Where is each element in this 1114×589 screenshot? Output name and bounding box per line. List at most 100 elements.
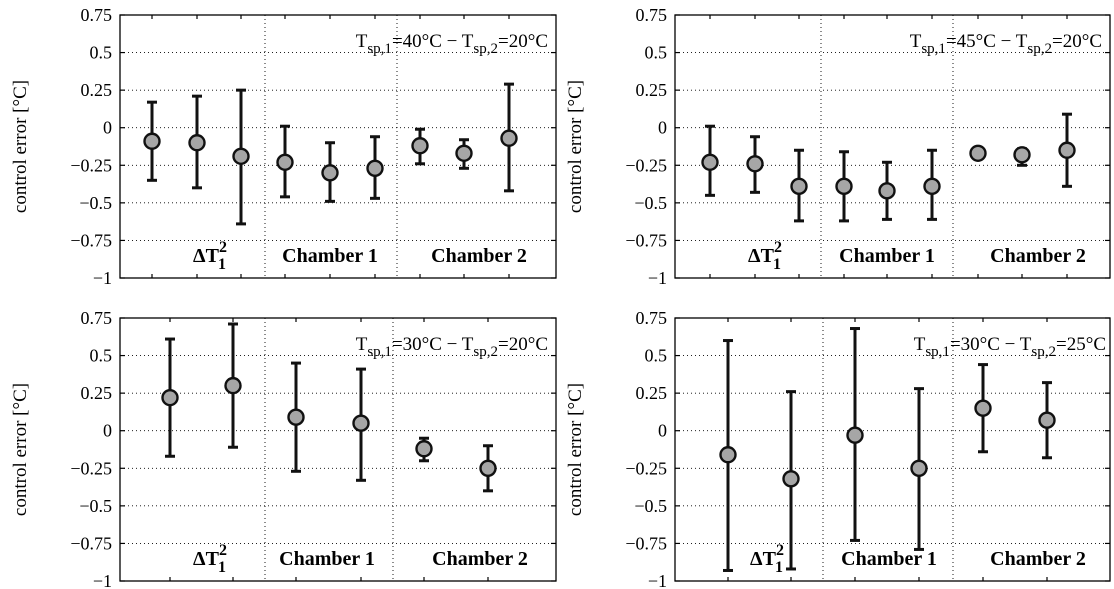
mean-marker [974, 399, 992, 417]
annotation-part: =40°C − T [392, 31, 474, 52]
y-tick-label: 0.25 [81, 383, 113, 403]
y-tick-label: −0.75 [625, 230, 667, 250]
y-tick-label: −0.75 [70, 230, 112, 250]
y-tick-label: 0.75 [636, 308, 668, 328]
annotation-part: =45°C − T [946, 31, 1028, 52]
axes-frame [674, 14, 1111, 279]
mean-marker [479, 459, 497, 477]
group-label-base: ΔT [750, 548, 777, 570]
y-tick-label: −0.25 [70, 155, 112, 175]
y-tick-label: −1 [93, 268, 112, 288]
y-tick-label: 0.75 [81, 5, 113, 25]
group-label-base: ΔT [748, 245, 775, 267]
y-tick-label: −1 [648, 571, 667, 589]
annotation-subscript: sp,2 [473, 41, 498, 57]
y-tick-label: 0.5 [645, 43, 668, 63]
setpoint-annotation: Tsp,1=45°C − Tsp,2=20°C [910, 31, 1102, 57]
mean-marker [366, 159, 384, 177]
y-tick-label: −0.25 [70, 458, 112, 478]
annotation-part: T [910, 31, 922, 52]
group-label: Chamber 1 [282, 245, 378, 267]
mean-marker [910, 459, 928, 477]
y-tick-label: 0.5 [90, 346, 113, 366]
mean-marker [782, 470, 800, 488]
y-tick-label: −0.5 [79, 193, 112, 213]
annotation-part: =30°C − T [950, 334, 1032, 355]
axes-frame [119, 317, 557, 582]
group-label-sub: 1 [218, 256, 226, 273]
y-axis-label: control error [°C] [565, 80, 586, 213]
annotation-part: =20°C [1052, 31, 1102, 52]
group-label-sub: 1 [218, 559, 226, 576]
axes-frame [119, 14, 557, 279]
annotation-subscript: sp,2 [473, 344, 498, 360]
group-label-delta-t: ΔT2 1 [193, 542, 227, 576]
mean-marker [719, 446, 737, 464]
y-tick-label: −1 [648, 268, 667, 288]
group-label: Chamber 1 [841, 548, 937, 570]
mean-marker [411, 137, 429, 155]
mean-marker [1058, 141, 1076, 159]
mean-marker [790, 177, 808, 196]
annotation-subscript: sp,1 [367, 41, 392, 57]
group-label: Chamber 2 [990, 548, 1086, 570]
annotation-subscript: sp,2 [1031, 344, 1056, 360]
mean-marker [287, 408, 305, 426]
group-label-delta-t: ΔT2 1 [193, 239, 227, 273]
group-label-sup: 2 [774, 239, 782, 256]
y-tick-label: 0 [103, 421, 112, 441]
mean-marker [455, 144, 473, 162]
y-tick-label: −0.25 [625, 458, 667, 478]
y-axis-label: control error [°C] [10, 80, 31, 213]
annotation-part: =30°C − T [392, 334, 474, 355]
mean-marker [276, 153, 294, 171]
setpoint-annotation: Tsp,1=30°C − Tsp,2=20°C [356, 334, 548, 360]
mean-marker [969, 144, 987, 162]
group-label-sup: 2 [219, 239, 227, 256]
y-tick-label: 0 [658, 421, 667, 441]
mean-marker [232, 147, 250, 165]
y-tick-label: 0.75 [636, 5, 668, 25]
y-tick-label: −0.75 [70, 533, 112, 553]
panel-3: −1 −0.75 −0.5 −0.25 0 0.25 0.5 0.75 control erro… [10, 308, 557, 589]
y-tick-label: −0.5 [79, 496, 112, 516]
panel-4: −1 −0.75 −0.5 −0.25 0 0.25 0.5 0.75 control erro… [565, 308, 1111, 589]
group-label: Chamber 1 [279, 548, 375, 570]
group-label-base: ΔT [193, 548, 220, 570]
group-label-sup: 2 [776, 542, 784, 559]
mean-marker [352, 414, 370, 432]
mean-marker [500, 129, 518, 147]
panel-1: −1 −0.75 −0.5 −0.25 0 0.25 0.5 0.75 control erro… [10, 5, 557, 288]
group-label: Chamber 1 [839, 245, 935, 267]
annotation-part: =25°C [1056, 334, 1106, 355]
mean-marker [1038, 411, 1056, 429]
y-tick-label: −0.25 [625, 155, 667, 175]
mean-marker [161, 388, 179, 407]
mean-marker [321, 164, 339, 182]
y-axis-label: control error [°C] [10, 383, 31, 516]
group-label-delta-t: ΔT2 1 [748, 239, 782, 273]
mean-marker [143, 132, 161, 150]
axes-frame [674, 317, 1111, 582]
y-tick-label: −1 [93, 571, 112, 589]
mean-marker [1013, 146, 1031, 164]
annotation-part: =20°C [498, 334, 548, 355]
annotation-subscript: sp,1 [925, 344, 950, 360]
group-label-sub: 1 [773, 256, 781, 273]
setpoint-annotation: Tsp,1=30°C − Tsp,2=25°C [914, 334, 1106, 360]
annotation-subscript: sp,1 [921, 41, 946, 57]
y-tick-label: 0.25 [81, 80, 113, 100]
mean-marker [835, 177, 853, 196]
group-label: Chamber 2 [990, 245, 1086, 267]
annotation-part: T [356, 334, 368, 355]
y-tick-label: 0 [103, 118, 112, 138]
mean-marker [188, 134, 206, 152]
y-axis-label: control error [°C] [565, 383, 586, 516]
mean-marker [846, 426, 864, 444]
annotation-subscript: sp,2 [1027, 41, 1052, 57]
group-label-sub: 1 [775, 559, 783, 576]
y-tick-label: 0 [658, 118, 667, 138]
mean-marker [701, 153, 719, 171]
group-label-delta-t: ΔT2 1 [750, 542, 784, 576]
